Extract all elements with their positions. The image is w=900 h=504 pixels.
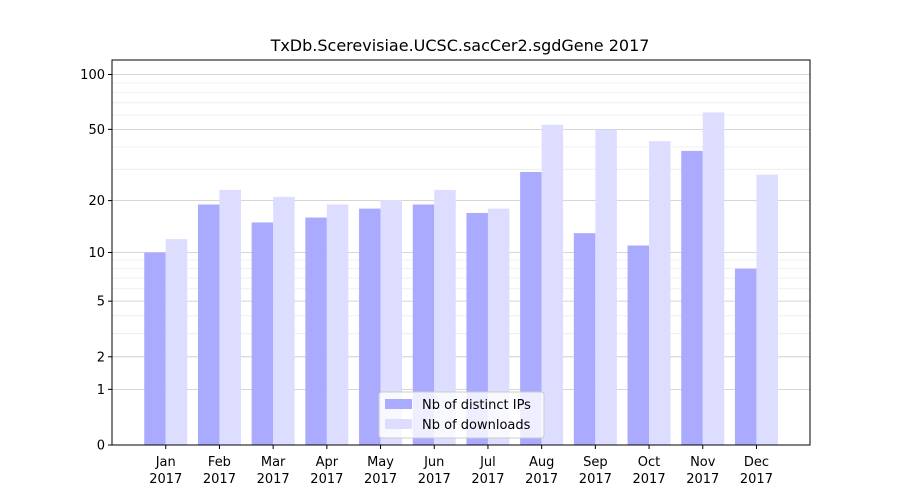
x-tick-label-year: 2017 bbox=[257, 472, 290, 487]
bar-distinct-ips bbox=[144, 252, 166, 445]
bar-downloads bbox=[273, 196, 295, 445]
bar-downloads bbox=[487, 208, 510, 445]
legend-label: Nb of distinct IPs bbox=[422, 398, 531, 413]
chart-title: TxDb.Scerevisiae.UCSC.sacCer2.sgdGene 20… bbox=[270, 36, 650, 55]
x-tick-label-month: Oct bbox=[638, 455, 660, 470]
bar-downloads bbox=[165, 239, 188, 445]
x-tick-label-month: Dec bbox=[744, 455, 769, 470]
bar-distinct-ips bbox=[681, 150, 703, 445]
y-tick-label: 20 bbox=[88, 194, 105, 209]
bar-downloads bbox=[541, 124, 564, 445]
x-tick-label-month: Sep bbox=[583, 455, 608, 470]
x-tick-label-month: May bbox=[367, 455, 394, 470]
x-tick-label-year: 2017 bbox=[633, 472, 666, 487]
bar-downloads bbox=[434, 189, 456, 445]
bar-downloads bbox=[595, 129, 617, 445]
bar-downloads bbox=[380, 200, 403, 445]
x-axis: Jan 2017 Feb 2017 Mar 2017 Apr 2017 May 2017 Jun 20… bbox=[149, 445, 773, 487]
bar-distinct-ips bbox=[573, 233, 596, 445]
x-tick-label-month: Nov bbox=[690, 455, 716, 470]
y-tick-label: 50 bbox=[88, 123, 105, 138]
x-tick-label-year: 2017 bbox=[310, 472, 343, 487]
x-tick-label-year: 2017 bbox=[418, 472, 451, 487]
bar-downloads bbox=[326, 204, 349, 445]
x-tick-label-month: Aug bbox=[529, 455, 554, 470]
legend-swatch bbox=[385, 419, 412, 429]
y-axis: 0 1 2 5 10 20 50 100 bbox=[80, 68, 112, 454]
y-tick-label: 1 bbox=[97, 383, 105, 398]
x-tick-label-year: 2017 bbox=[364, 472, 397, 487]
bar-downloads bbox=[702, 112, 725, 446]
x-tick-label-year: 2017 bbox=[740, 472, 773, 487]
bar-distinct-ips bbox=[520, 171, 542, 445]
bar-distinct-ips bbox=[734, 268, 757, 445]
x-tick-label-year: 2017 bbox=[686, 472, 719, 487]
x-tick-label-month: Jan bbox=[155, 455, 176, 470]
legend-swatch bbox=[385, 399, 412, 409]
x-tick-label-month: Feb bbox=[208, 455, 231, 470]
bar-distinct-ips bbox=[197, 204, 220, 445]
y-tick-label: 5 bbox=[97, 295, 105, 310]
x-tick-label-year: 2017 bbox=[525, 472, 558, 487]
bar-downloads bbox=[649, 141, 671, 446]
bar-distinct-ips bbox=[359, 208, 381, 445]
bar-distinct-ips bbox=[251, 222, 274, 445]
x-tick-label-month: Jul bbox=[479, 455, 496, 470]
y-tick-label: 100 bbox=[80, 68, 105, 83]
x-tick-label-year: 2017 bbox=[579, 472, 612, 487]
x-tick-label-year: 2017 bbox=[471, 472, 504, 487]
bar-downloads bbox=[219, 189, 241, 445]
legend-box bbox=[378, 391, 545, 439]
y-tick-label: 2 bbox=[97, 350, 105, 365]
y-tick-label: 0 bbox=[97, 439, 105, 454]
bars bbox=[144, 112, 778, 446]
x-tick-label-year: 2017 bbox=[203, 472, 236, 487]
bar-distinct-ips bbox=[412, 204, 435, 445]
x-tick-label-year: 2017 bbox=[149, 472, 182, 487]
legend-label: Nb of downloads bbox=[422, 418, 531, 433]
bar-downloads bbox=[756, 174, 778, 446]
x-tick-label-month: Jun bbox=[423, 455, 444, 470]
bar-distinct-ips bbox=[466, 212, 488, 445]
x-tick-label-month: Apr bbox=[316, 455, 339, 470]
bar-distinct-ips bbox=[627, 245, 650, 445]
legend: Nb of distinct IPs Nb of downloads bbox=[378, 391, 545, 439]
x-tick-label-month: Mar bbox=[261, 455, 286, 470]
bar-distinct-ips bbox=[305, 217, 327, 445]
y-tick-label: 10 bbox=[88, 246, 105, 261]
